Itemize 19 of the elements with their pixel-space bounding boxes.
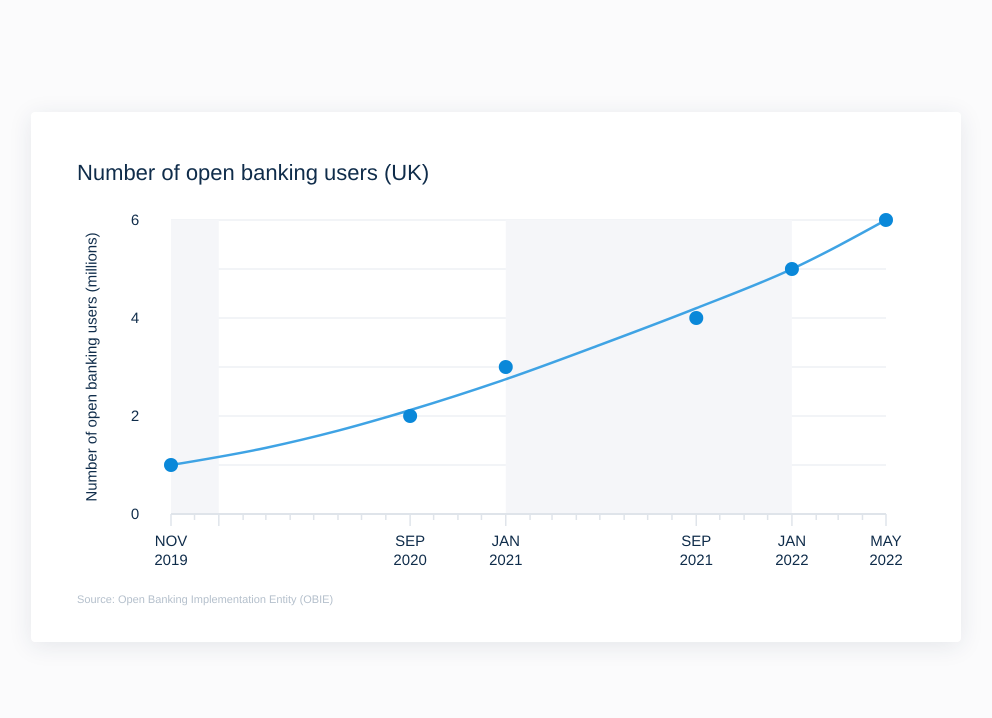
x-tick-label: SEP 2020: [393, 533, 427, 569]
point: [498, 360, 513, 374]
point: [879, 213, 893, 227]
x-tick-label: JAN 2022: [775, 533, 809, 569]
x-tick-label: NOV 2019: [154, 533, 188, 569]
source-note: Source: Open Banking Implementation Entity (OBIE): [77, 594, 334, 606]
point: [403, 409, 418, 423]
x-tick-label: SEP 2021: [680, 533, 713, 569]
point: [164, 458, 178, 472]
y-tick-label: 2: [130, 408, 140, 425]
chart-title: Number of open banking users (UK): [77, 160, 430, 186]
y-tick-label: 4: [130, 310, 140, 327]
point: [784, 262, 799, 276]
y-tick-label: 6: [130, 212, 140, 229]
point: [689, 311, 704, 325]
x-tick-label: MAY 2022: [869, 533, 903, 569]
y-axis-title: Number of open banking users (millions): [83, 232, 100, 502]
x-tick-label: JAN 2021: [489, 533, 522, 569]
y-tick-label: 0: [130, 506, 140, 523]
